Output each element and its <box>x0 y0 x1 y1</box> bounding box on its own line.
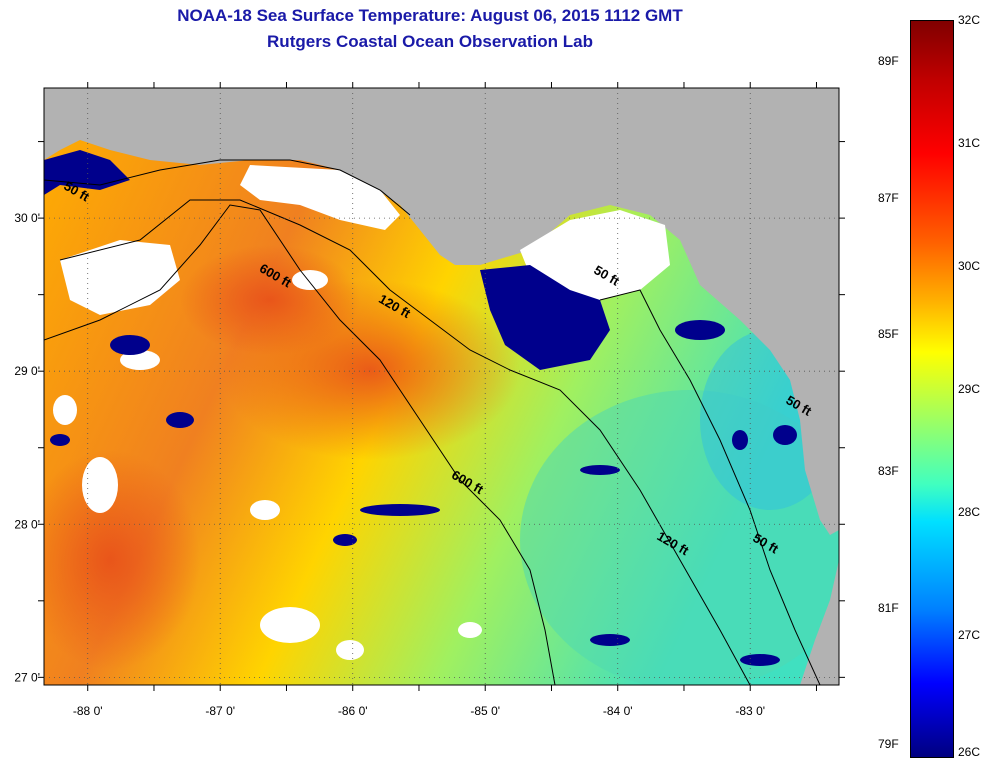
contour-120ft <box>59 199 751 685</box>
plot-frame <box>43 87 840 686</box>
y-tick-label: 30 0' <box>14 211 40 225</box>
warm-core-north <box>180 245 360 355</box>
colorbar-celsius-label: 27C <box>958 628 981 642</box>
colorbar-fahrenheit-label: 85F <box>878 327 899 342</box>
y-tick-label: 27 0' <box>14 670 40 684</box>
x-tick-label: -86 0' <box>338 704 368 718</box>
sst-field <box>44 88 839 685</box>
colorbar-celsius-label: 28C <box>958 505 981 519</box>
y-tick-label: 28 0' <box>14 517 40 531</box>
cold-patches <box>44 150 797 666</box>
x-tick-label: -88 0' <box>73 704 103 718</box>
depth-contours <box>44 159 821 685</box>
land-islands <box>800 560 839 685</box>
axis-ticks: -88 0' -87 0' -86 0' -85 0' -84 0' -83 0' 30 0… <box>14 82 845 718</box>
contour-50ft-east <box>599 289 821 685</box>
colorbar-celsius-label: 26C <box>958 745 981 759</box>
x-tick-label: -85 0' <box>470 704 500 718</box>
colorbar-fahrenheit-label: 87F <box>878 190 899 205</box>
x-tick-label: -84 0' <box>603 704 633 718</box>
y-tick-label: 29 0' <box>14 364 40 378</box>
colorbar-celsius-label: 29C <box>958 382 981 396</box>
contour-600ft <box>44 204 556 685</box>
colorbar-fahrenheit-label: 81F <box>878 600 899 615</box>
temperature-colorbar <box>910 20 954 758</box>
colorbar-celsius-label: 31C <box>958 136 981 150</box>
land-mass <box>44 88 839 535</box>
map-subtitle: Rutgers Coastal Ocean Observation Lab <box>267 32 593 51</box>
colorbar-celsius-label: 30C <box>958 259 981 273</box>
x-tick-label: -83 0' <box>735 704 765 718</box>
map-title: NOAA-18 Sea Surface Temperature: August … <box>177 6 683 25</box>
contour-50ft-west <box>44 159 411 216</box>
colorbar-celsius-label: 32C <box>958 13 981 27</box>
x-tick-label: -87 0' <box>205 704 235 718</box>
colorbar-fahrenheit-label: 79F <box>878 737 899 752</box>
colorbar-fahrenheit-label: 83F <box>878 464 899 478</box>
colorbar-fahrenheit-label: 89F <box>878 54 899 68</box>
warm-core-west <box>44 450 200 670</box>
